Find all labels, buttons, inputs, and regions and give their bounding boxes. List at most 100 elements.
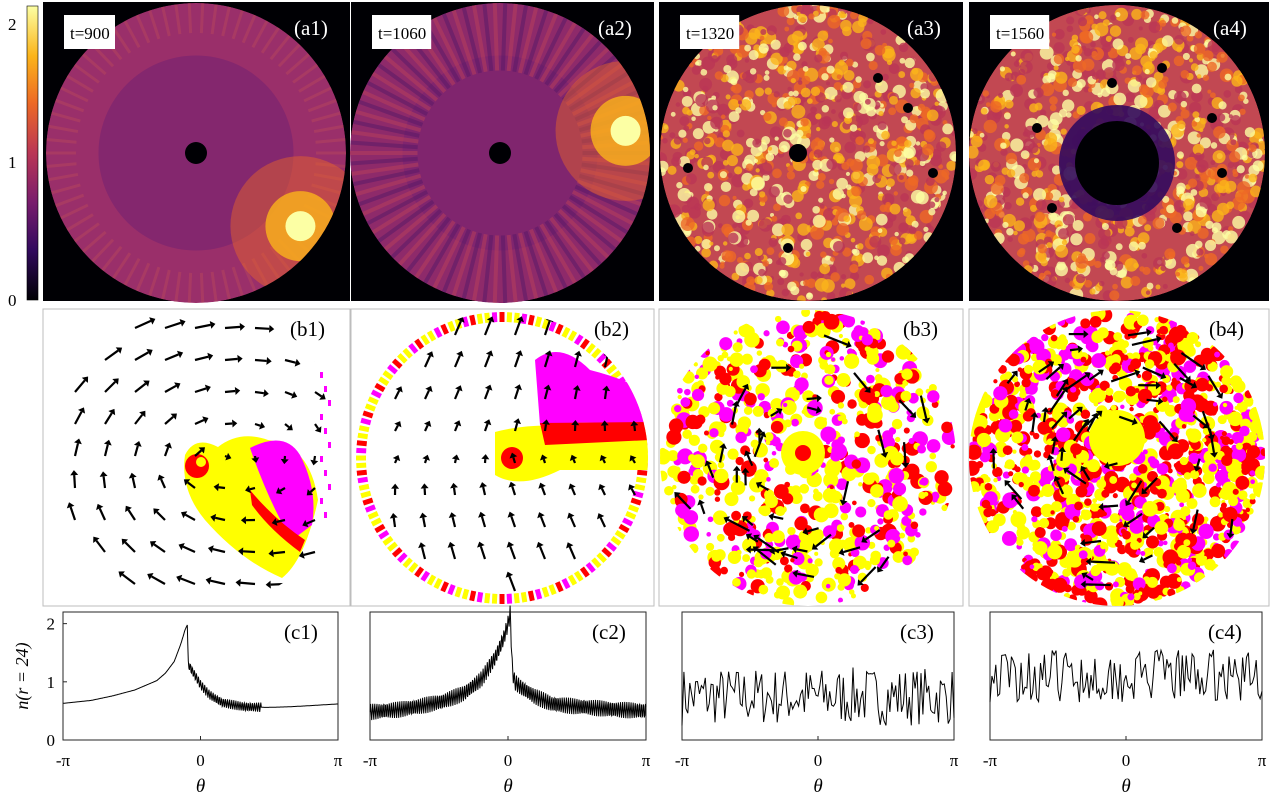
edge-stripe (541, 586, 550, 598)
arrow-head (112, 378, 119, 385)
stripe (461, 6, 482, 74)
region-blob (1110, 404, 1117, 411)
region-blob (1141, 370, 1153, 381)
region-blob (758, 584, 769, 595)
arrow-head (420, 483, 429, 489)
stripe (55, 193, 85, 208)
density-field (350, 3, 650, 303)
blob (805, 251, 811, 257)
arrow-head (207, 545, 214, 554)
velocity-arrow (1090, 560, 1116, 564)
blob (1077, 17, 1088, 27)
region-blob (915, 532, 921, 538)
blob (1204, 239, 1217, 251)
edge-stripe (364, 504, 376, 513)
blob (1072, 59, 1087, 73)
blob (1043, 138, 1058, 152)
region-blob (863, 560, 872, 569)
velocity-arrow (511, 486, 517, 496)
blob (691, 65, 701, 75)
edge-stripe (610, 535, 622, 546)
arrow-head (536, 541, 544, 549)
region-blob (1159, 489, 1167, 496)
blob (889, 203, 901, 215)
blob (778, 141, 790, 153)
stripe (544, 27, 586, 86)
region-blob (711, 551, 722, 562)
stripe (210, 4, 218, 35)
blob (1190, 189, 1198, 196)
blob (1045, 192, 1054, 201)
vortex (1217, 168, 1227, 178)
blob (845, 58, 854, 67)
velocity-arrow (756, 536, 780, 554)
region-blob (1075, 485, 1088, 498)
stripe (55, 98, 85, 113)
blob (671, 156, 681, 167)
edge-stripe (628, 504, 640, 513)
blob (946, 160, 956, 171)
blob (810, 106, 818, 114)
blob (772, 168, 782, 179)
blob (1191, 90, 1203, 103)
blob (749, 278, 755, 285)
arrow-head (768, 512, 775, 521)
velocity-arrow (254, 390, 265, 395)
blob (1017, 233, 1030, 245)
arrow-head (697, 499, 705, 506)
region-blob (1093, 401, 1099, 407)
blob (875, 80, 888, 94)
arrow-head (1080, 465, 1088, 473)
arrow-head (1199, 363, 1206, 371)
region-blob (843, 353, 860, 369)
blob (1046, 242, 1053, 249)
region-blob (1011, 376, 1019, 383)
stripe (362, 90, 426, 122)
region-blob (1061, 525, 1068, 532)
stripe (398, 40, 447, 94)
blob (826, 65, 835, 74)
region-blob (1058, 334, 1067, 343)
region-blob (1016, 538, 1024, 546)
region-blob (1012, 449, 1017, 454)
velocity-arrow (482, 486, 487, 496)
edge-stripe (513, 592, 520, 604)
velocity-arrow (630, 488, 636, 496)
stripe (578, 173, 645, 197)
arrow-head (1103, 461, 1110, 470)
vortex (1032, 123, 1042, 133)
blob (1233, 160, 1240, 168)
velocity-arrow (573, 389, 578, 400)
blob (767, 146, 773, 151)
stripe (557, 47, 610, 98)
velocity-arrow (249, 486, 256, 491)
region-blob (1231, 447, 1247, 463)
velocity-arrow (1007, 483, 1023, 500)
blob (1053, 42, 1065, 54)
region-blob (901, 515, 912, 526)
blob (1157, 104, 1171, 118)
blob (722, 130, 730, 138)
arrow-head (478, 511, 486, 518)
stripe (187, 272, 193, 303)
blob (942, 123, 954, 135)
region-blob (1130, 540, 1140, 550)
blob (731, 272, 740, 281)
blob (1217, 113, 1226, 122)
region-blob (1050, 334, 1058, 342)
region-blob (836, 373, 851, 387)
region-blob (824, 462, 841, 478)
stripe (221, 6, 231, 37)
arrow-head (508, 481, 517, 488)
region-blob (1078, 550, 1088, 560)
stripe (66, 213, 94, 232)
stripe (355, 109, 422, 133)
stripe (406, 216, 451, 273)
blob (773, 91, 780, 98)
arrow-head (70, 470, 79, 476)
region-blob (928, 439, 937, 448)
arrow-head (225, 452, 232, 461)
blob (680, 217, 695, 232)
stripe (506, 3, 518, 72)
blob (702, 198, 715, 212)
